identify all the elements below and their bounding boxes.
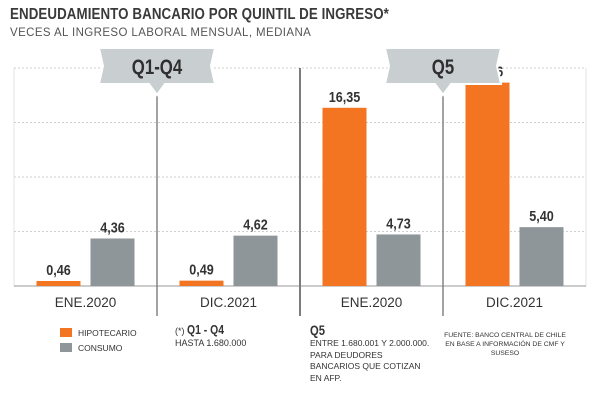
bar-consumo (519, 227, 564, 286)
data-label: 16,35 (329, 88, 361, 105)
bar-consumo (233, 235, 278, 286)
note-q5-label: Q5 (310, 322, 325, 338)
bar-hipotecario (465, 82, 510, 286)
bar-hipotecario (179, 280, 224, 286)
source-note: FUENTE: BANCO CENTRAL DE CHILE EN BASE A… (444, 332, 566, 357)
note-q1-q4-label: Q1 - Q4 (187, 322, 225, 337)
bar-consumo (90, 238, 135, 286)
category-label: DIC.2021 (486, 295, 543, 310)
group-banner-label: Q1-Q4 (132, 56, 183, 79)
data-label: 4,73 (386, 214, 411, 231)
legend-label-hipotecario: HIPOTECARIO (78, 327, 137, 338)
group-banner-label: Q5 (432, 56, 455, 79)
chart-subtitle: VECES AL INGRESO LABORAL MENSUAL, MEDIAN… (10, 27, 312, 39)
legend-item-consumo: CONSUMO (60, 340, 137, 355)
legend-swatch-hipotecario (60, 328, 72, 337)
data-label: 4,62 (243, 216, 268, 233)
group-banner (97, 47, 217, 97)
note-q5-text: ENTRE 1.680.001 Y 2.000.000. PARA DEUDOR… (310, 338, 430, 383)
data-label: 0,49 (189, 261, 214, 278)
category-label: ENE.2020 (55, 295, 117, 310)
legend-swatch-consumo (60, 343, 72, 352)
note-q5: Q5 ENTRE 1.680.001 Y 2.000.000. PARA DEU… (310, 322, 430, 384)
legend: HIPOTECARIO CONSUMO (60, 325, 137, 355)
chart-title: ENDEUDAMIENTO BANCARIO POR QUINTIL DE IN… (10, 6, 389, 23)
note-q1-q4-text: HASTA 1.680.000 (175, 338, 247, 348)
data-label: 5,40 (529, 207, 554, 224)
category-label: DIC.2021 (200, 295, 257, 310)
group-banner (383, 47, 503, 97)
category-label: ENE.2020 (341, 295, 403, 310)
note-q1-q4: (*) Q1 - Q4 HASTA 1.680.000 (175, 322, 247, 349)
data-label: 4,36 (100, 218, 125, 235)
bar-hipotecario (36, 280, 81, 286)
bar-consumo (376, 234, 421, 286)
legend-item-hipotecario: HIPOTECARIO (60, 325, 137, 340)
note-asterisk: (*) (175, 326, 185, 336)
legend-label-consumo: CONSUMO (78, 342, 123, 353)
bar-hipotecario (322, 107, 367, 286)
data-label: 0,46 (46, 261, 71, 278)
